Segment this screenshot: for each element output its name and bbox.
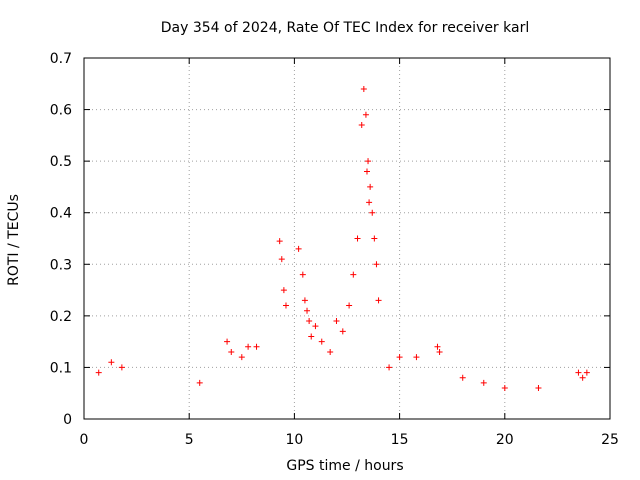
data-point xyxy=(238,354,245,361)
grid-lines xyxy=(84,58,610,419)
data-point xyxy=(365,158,372,165)
data-point xyxy=(95,369,102,376)
data-point xyxy=(434,343,441,350)
data-point xyxy=(363,168,370,175)
x-tick-label: 15 xyxy=(391,432,409,448)
data-point xyxy=(373,261,380,268)
data-point xyxy=(575,369,582,376)
data-point xyxy=(396,354,403,361)
data-point xyxy=(579,374,586,381)
data-point xyxy=(386,364,393,371)
data-point xyxy=(459,374,466,381)
data-point xyxy=(301,297,308,304)
data-point xyxy=(535,385,542,392)
plot-frame xyxy=(83,57,611,420)
y-axis-label: ROTI / TECUs xyxy=(6,194,22,286)
data-point xyxy=(280,287,287,294)
data-point xyxy=(196,379,203,386)
y-tick-label: 0.6 xyxy=(50,103,72,119)
data-point xyxy=(358,122,365,129)
data-point xyxy=(369,209,376,216)
data-point xyxy=(299,271,306,278)
data-point xyxy=(413,354,420,361)
data-point xyxy=(367,183,374,190)
data-point xyxy=(354,235,361,242)
data-point xyxy=(327,348,334,355)
data-point xyxy=(253,343,260,350)
chart-title: Day 354 of 2024, Rate Of TEC Index for r… xyxy=(161,20,529,36)
y-tick-label: 0.5 xyxy=(50,154,72,170)
data-point xyxy=(360,85,367,92)
data-point xyxy=(375,297,382,304)
x-axis-label: GPS time / hours xyxy=(286,458,403,474)
y-axis: 0 0.1 0.2 0.3 0.4 0.5 0.6 0.7 xyxy=(50,51,610,428)
data-point xyxy=(276,238,283,245)
x-tick-label: 20 xyxy=(496,432,514,448)
data-point xyxy=(480,379,487,386)
data-point xyxy=(282,302,289,309)
x-tick-label: 0 xyxy=(80,432,89,448)
data-point xyxy=(339,328,346,335)
data-point xyxy=(333,318,340,325)
y-tick-label: 0.7 xyxy=(50,51,72,67)
data-point xyxy=(228,348,235,355)
data-point xyxy=(108,359,115,366)
data-point xyxy=(312,323,319,330)
x-tick-label: 5 xyxy=(185,432,194,448)
data-point xyxy=(436,348,443,355)
data-point xyxy=(346,302,353,309)
data-point xyxy=(304,307,311,314)
data-point xyxy=(350,271,357,278)
y-tick-label: 0.3 xyxy=(50,257,72,273)
data-point xyxy=(224,338,231,345)
data-point xyxy=(501,385,508,392)
data-point xyxy=(306,318,313,325)
data-point xyxy=(118,364,125,371)
y-tick-label: 0.2 xyxy=(50,309,72,325)
data-points xyxy=(95,85,590,392)
x-axis: 0 5 10 15 20 25 xyxy=(80,58,619,448)
data-point xyxy=(371,235,378,242)
x-tick-label: 10 xyxy=(285,432,303,448)
data-point xyxy=(583,369,590,376)
y-tick-label: 0 xyxy=(63,412,72,428)
data-point xyxy=(278,256,285,263)
x-tick-label: 25 xyxy=(601,432,619,448)
data-point xyxy=(362,111,369,118)
data-point xyxy=(245,343,252,350)
y-tick-label: 0.4 xyxy=(50,206,72,222)
data-point xyxy=(295,245,302,252)
y-tick-label: 0.1 xyxy=(50,360,72,376)
data-point xyxy=(308,333,315,340)
data-point xyxy=(366,199,373,206)
data-point xyxy=(318,338,325,345)
